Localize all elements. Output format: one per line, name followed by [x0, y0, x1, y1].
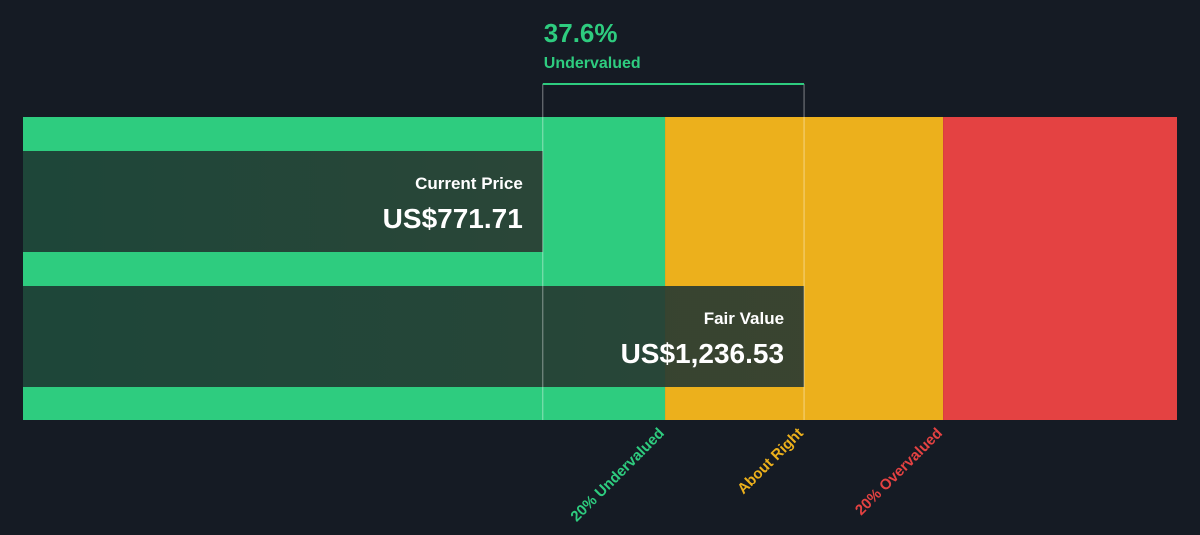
headline-value: 37.6% — [544, 18, 618, 48]
value-bar — [23, 151, 543, 252]
value-bar — [23, 286, 805, 387]
bar-label: Fair Value — [704, 309, 784, 328]
zone-label: 20% Overvalued — [852, 425, 946, 519]
bar-label: Current Price — [415, 174, 523, 193]
headline-label: Undervalued — [544, 55, 641, 72]
zone-label: About Right — [734, 425, 807, 498]
bar-value: US$771.71 — [383, 203, 523, 234]
zone — [943, 117, 1177, 420]
zone-label: 20% Undervalued — [567, 425, 667, 525]
bar-value: US$1,236.53 — [621, 338, 784, 369]
